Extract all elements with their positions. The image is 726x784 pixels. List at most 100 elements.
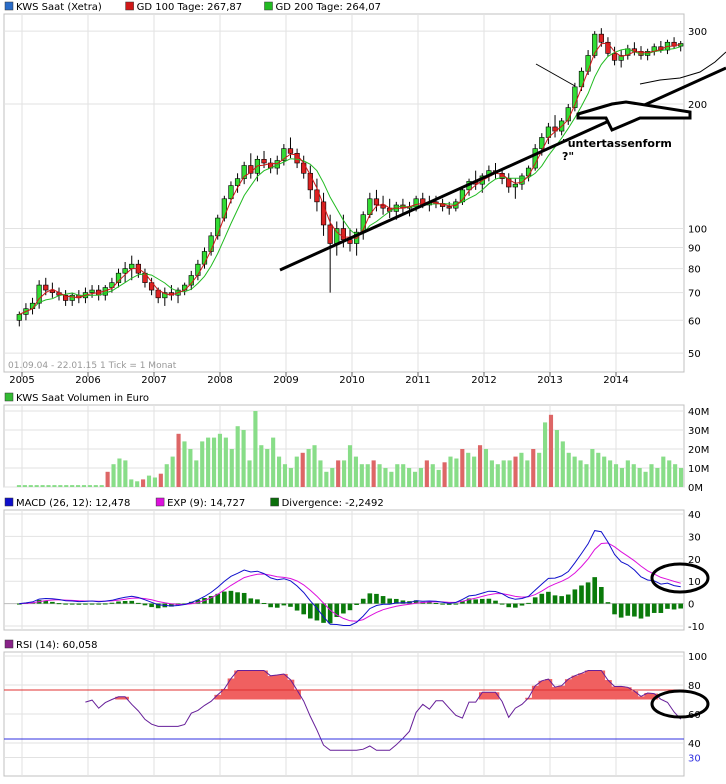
macd-y-tick-label: 40 bbox=[688, 510, 701, 521]
volume-bar bbox=[661, 456, 666, 487]
macd-highlight-ellipse bbox=[650, 562, 710, 594]
date-range-label: 01.09.04 - 22.01.15 1 Tick = 1 Monat bbox=[8, 361, 177, 371]
divergence-bar bbox=[433, 602, 439, 604]
volume-bar bbox=[123, 460, 128, 487]
divergence-bar bbox=[102, 603, 108, 605]
volume-bar bbox=[235, 426, 240, 487]
macd-panel: -10 0 10 20 30 40 MACD (26, 12): 12,478 EXP (9… bbox=[3, 497, 710, 633]
candle-body bbox=[307, 172, 313, 191]
divergence-bar bbox=[460, 600, 465, 604]
candle-body bbox=[36, 284, 42, 304]
divergence-bar bbox=[255, 599, 260, 604]
legend-swatch bbox=[155, 497, 165, 507]
volume-bar bbox=[430, 464, 435, 487]
rsi-y-axis: 30 40 60 80 100 bbox=[688, 652, 707, 765]
divergence-bar bbox=[294, 603, 300, 611]
volume-bar bbox=[211, 437, 217, 487]
rsi-overbought-fill bbox=[273, 675, 282, 700]
macd-y-tick-label: 20 bbox=[688, 555, 701, 566]
volume-bar bbox=[99, 485, 104, 487]
candle-body bbox=[281, 148, 287, 161]
price-grid bbox=[4, 14, 684, 372]
divergence-bar bbox=[513, 603, 518, 608]
rsi-overbought-fill bbox=[545, 679, 553, 700]
divergence-bar bbox=[354, 603, 359, 605]
divergence-bar bbox=[546, 591, 551, 604]
price-y-axis: 50 60 70 80 90 100 200 300 bbox=[688, 27, 707, 360]
divergence-bar bbox=[281, 603, 287, 606]
volume-bar bbox=[460, 449, 465, 487]
volume-bar bbox=[93, 485, 98, 487]
candle-body bbox=[241, 165, 247, 179]
volume-legend: KWS Saat Volumen in Euro bbox=[4, 392, 149, 404]
volume-bar bbox=[170, 456, 175, 487]
volume-bar bbox=[359, 464, 364, 487]
divergence-bar bbox=[493, 600, 498, 604]
rsi-y-tick-label: 40 bbox=[688, 739, 701, 750]
volume-bar bbox=[678, 468, 684, 487]
rsi-overbought-fill bbox=[227, 678, 235, 700]
volume-bar bbox=[300, 452, 305, 487]
legend-swatch bbox=[270, 497, 279, 507]
arrow-shape bbox=[576, 100, 692, 132]
volume-bar bbox=[554, 430, 559, 487]
candle-body bbox=[261, 159, 267, 164]
volume-bar bbox=[436, 469, 441, 487]
volume-bar bbox=[673, 464, 678, 487]
rsi-overbought-fill bbox=[631, 691, 639, 700]
divergence-bar bbox=[347, 603, 353, 611]
x-tick-label: 2010 bbox=[339, 375, 364, 386]
divergence-bar bbox=[149, 603, 154, 608]
legend-label: GD 100 Tage: 267,87 bbox=[137, 2, 243, 13]
top-line bbox=[535, 63, 576, 87]
price-legend: KWS Saat (Xetra) GD 100 Tage: 267,87 GD 20… bbox=[4, 1, 381, 13]
y-tick-label: 200 bbox=[688, 100, 707, 111]
rsi-overbought-fill bbox=[571, 675, 579, 700]
candle-body bbox=[248, 165, 254, 174]
volume-bar bbox=[566, 452, 571, 487]
candle-body bbox=[234, 178, 241, 186]
volume-bar bbox=[637, 468, 642, 487]
volume-bar bbox=[667, 460, 672, 487]
y-tick-label: 90 bbox=[688, 243, 701, 254]
volume-bar bbox=[188, 449, 193, 487]
volume-bar bbox=[330, 468, 335, 487]
divergence-bar bbox=[532, 597, 538, 604]
volume-bar bbox=[259, 445, 264, 487]
volume-bar bbox=[81, 485, 87, 487]
divergence-bar bbox=[506, 603, 512, 608]
candle-body bbox=[611, 53, 618, 61]
divergence-bar bbox=[314, 603, 320, 621]
candle-body bbox=[115, 272, 122, 283]
divergence-bar bbox=[393, 598, 399, 604]
divergence-bar bbox=[453, 603, 459, 605]
macd-y-axis: -10 0 10 20 30 40 bbox=[688, 510, 704, 633]
candle-body bbox=[162, 292, 168, 299]
volume-bar bbox=[312, 445, 317, 487]
volume-bar bbox=[40, 485, 45, 487]
volume-bar bbox=[613, 464, 619, 487]
rsi-overbought-fill bbox=[234, 670, 242, 700]
volume-bar bbox=[365, 464, 370, 487]
divergence-bar bbox=[341, 603, 346, 614]
divergence-bar bbox=[69, 603, 75, 605]
divergence-bar bbox=[89, 603, 95, 605]
divergence-bar bbox=[519, 603, 525, 606]
volume-bar bbox=[111, 464, 116, 487]
candle-body bbox=[373, 198, 380, 206]
volume-bar bbox=[176, 433, 181, 487]
divergence-bar bbox=[109, 602, 115, 604]
volume-y-tick-label: 10M bbox=[688, 464, 709, 475]
candle-body bbox=[89, 289, 95, 293]
divergence-bar bbox=[599, 586, 604, 604]
candle-body bbox=[618, 55, 624, 61]
divergence-bar bbox=[50, 601, 55, 604]
divergence-bar bbox=[612, 603, 617, 615]
volume-bar bbox=[525, 460, 530, 487]
candle-body bbox=[148, 282, 155, 291]
rsi-overbought-fill bbox=[551, 687, 559, 700]
volume-bar bbox=[146, 475, 152, 487]
rsi-overbought-fill bbox=[531, 685, 539, 700]
volume-bar bbox=[22, 485, 27, 487]
divergence-bar bbox=[539, 593, 545, 604]
